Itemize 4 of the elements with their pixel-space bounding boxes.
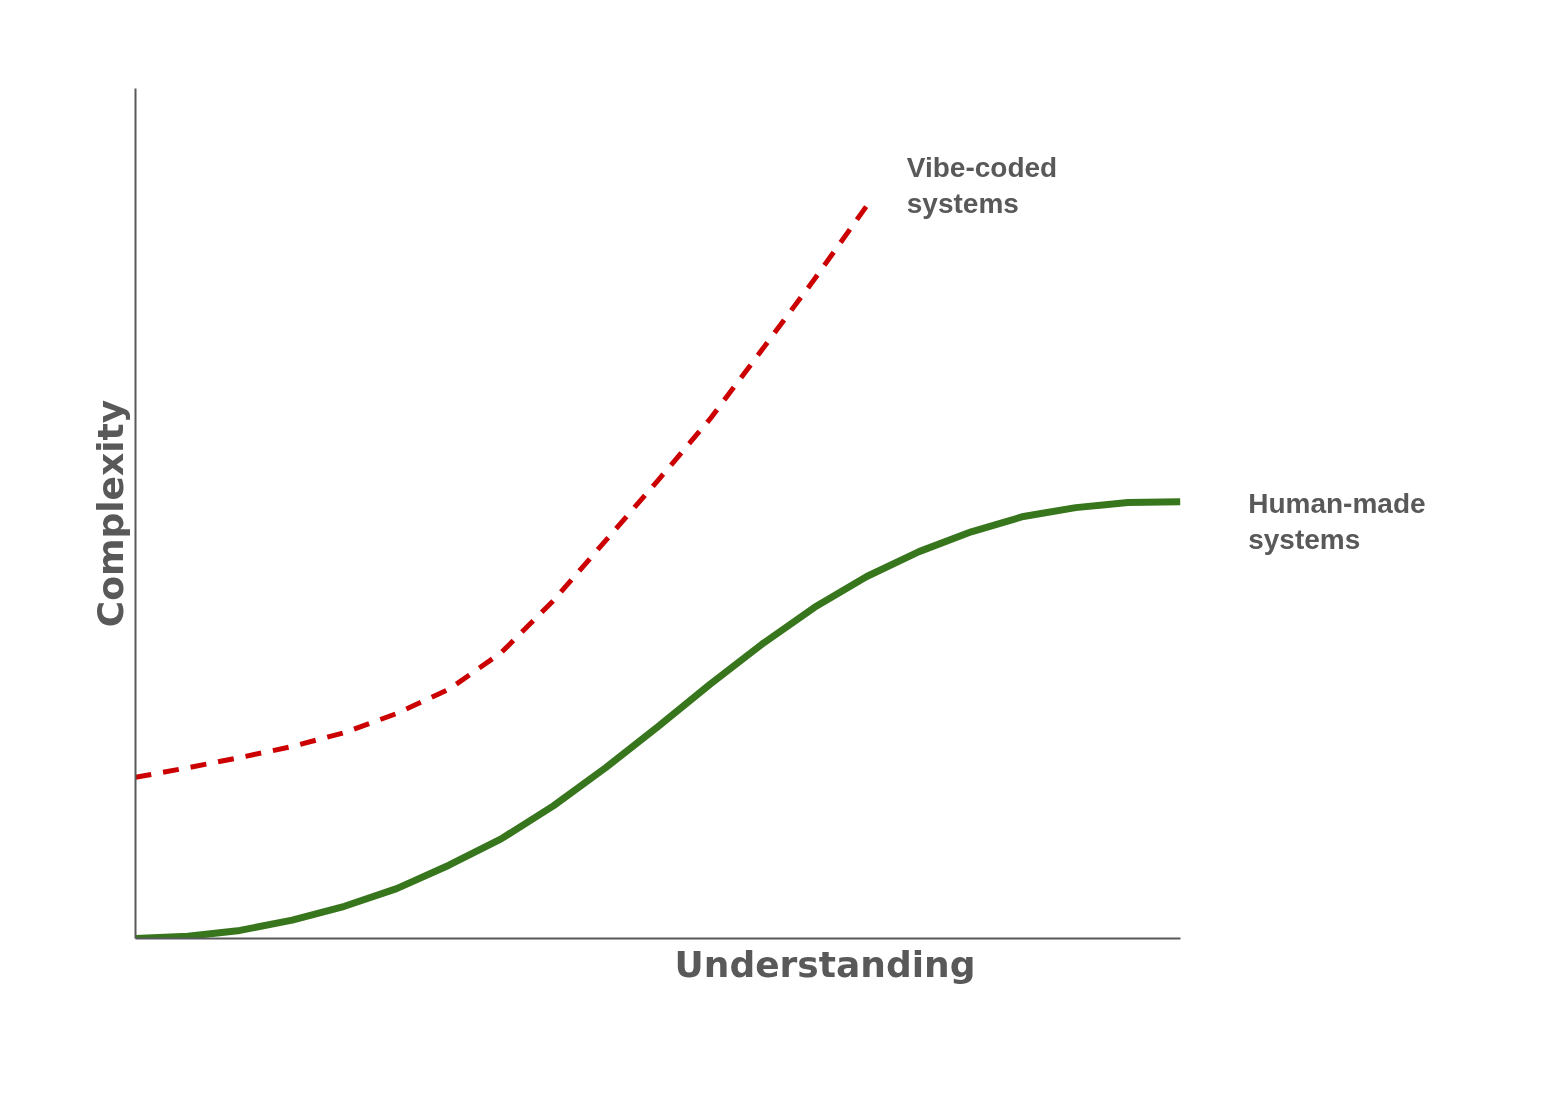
y-axis-title: Complexity [89, 399, 131, 628]
x-axis-title: Understanding [674, 943, 976, 985]
series-label: Vibe-coded systems [906, 152, 1058, 220]
text: Human-made systems [1248, 488, 1426, 556]
